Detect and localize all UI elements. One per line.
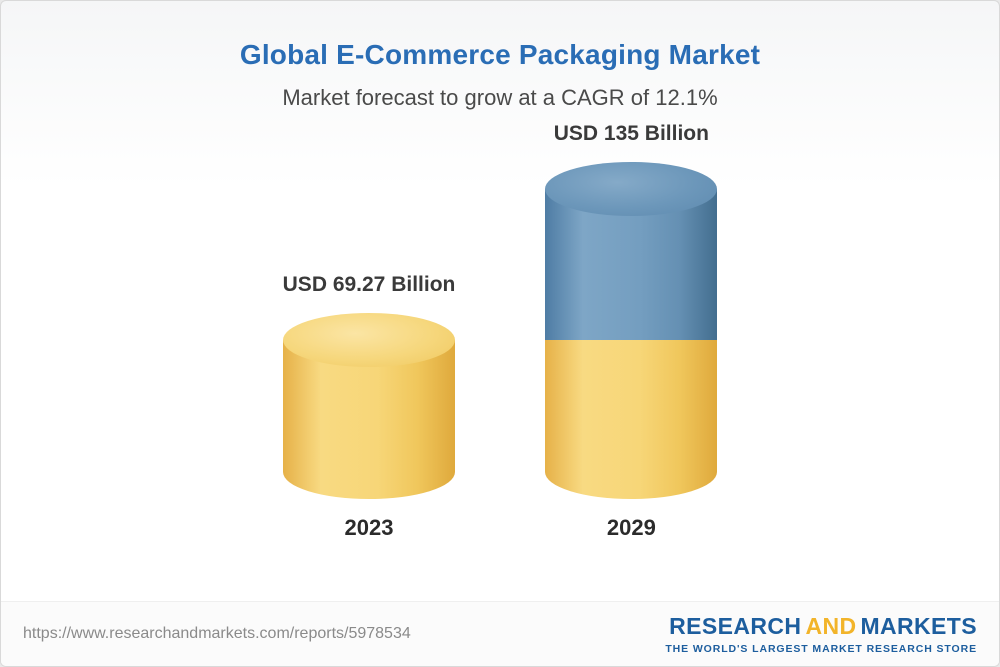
logo-tagline: THE WORLD'S LARGEST MARKET RESEARCH STOR…	[665, 642, 977, 655]
bar-chart: USD 69.27 Billion 2023 USD 135 Billion 2…	[1, 111, 999, 541]
logo-wordmark: RESEARCH AND MARKETS	[665, 613, 977, 639]
bar-group-2029: USD 135 Billion 2029	[545, 121, 718, 541]
logo-word-research: RESEARCH	[669, 613, 802, 640]
cylinder-2023	[283, 312, 455, 499]
report-url: https://www.researchandmarkets.com/repor…	[23, 625, 411, 642]
bar-group-2023: USD 69.27 Billion 2023	[283, 273, 456, 541]
category-label-2023: 2023	[344, 515, 394, 540]
value-label-2029: USD 135 Billion	[553, 121, 709, 145]
chart-subtitle: Market forecast to grow at a CAGR of 12.…	[282, 85, 718, 110]
cylinder-2029-top-ellipse	[545, 161, 718, 216]
footer: https://www.researchandmarkets.com/repor…	[1, 601, 999, 666]
category-label-2029: 2029	[606, 515, 656, 540]
logo-word-and: AND	[805, 613, 857, 640]
cylinder-2029-bottom-segment	[545, 339, 718, 499]
research-and-markets-logo: RESEARCH AND MARKETS THE WORLD'S LARGEST M…	[665, 613, 977, 655]
value-label-2023: USD 69.27 Billion	[282, 272, 456, 296]
cylinder-2029	[545, 161, 718, 499]
logo-word-markets: MARKETS	[860, 613, 977, 640]
cylinder-2023-top-ellipse	[283, 312, 455, 367]
chart-title: Global E-Commerce Packaging Market	[239, 39, 761, 70]
chart-header: Global E-Commerce Packaging Market Marke…	[1, 1, 999, 111]
